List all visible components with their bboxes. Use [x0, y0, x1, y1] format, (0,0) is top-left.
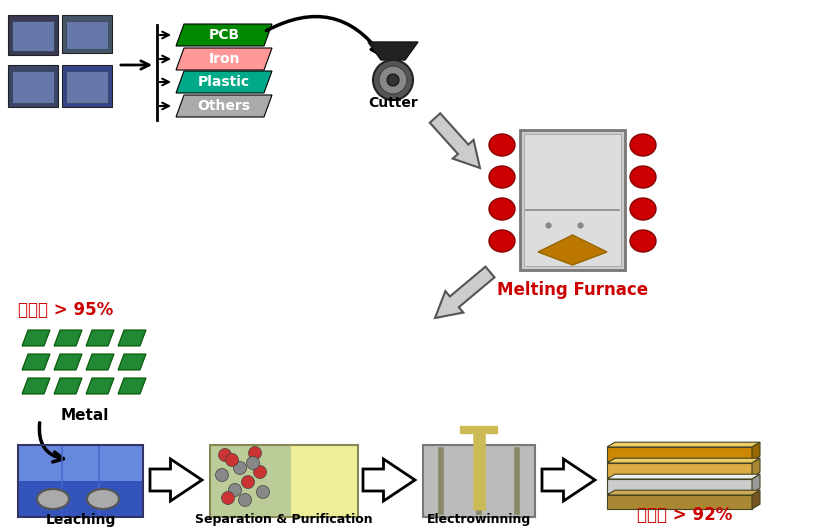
Text: Others: Others	[197, 99, 251, 113]
Circle shape	[222, 492, 235, 504]
Bar	[8, 65, 58, 107]
Circle shape	[226, 454, 238, 466]
Circle shape	[257, 485, 269, 499]
Polygon shape	[118, 330, 146, 346]
Polygon shape	[118, 378, 146, 394]
Ellipse shape	[630, 166, 656, 188]
Circle shape	[228, 483, 242, 496]
Text: 회수율 > 92%: 회수율 > 92%	[637, 506, 732, 524]
Polygon shape	[368, 42, 418, 60]
Bar	[18, 445, 143, 481]
Circle shape	[216, 469, 228, 482]
Text: Metal: Metal	[61, 407, 110, 423]
Text: 회수율 > 95%: 회수율 > 95%	[18, 301, 113, 319]
Ellipse shape	[489, 198, 515, 220]
Bar	[607, 463, 752, 477]
Polygon shape	[22, 330, 50, 346]
Bar	[292, 445, 358, 517]
Text: Cutter: Cutter	[368, 96, 418, 110]
Ellipse shape	[489, 134, 515, 156]
Polygon shape	[54, 330, 82, 346]
Polygon shape	[150, 459, 202, 501]
Polygon shape	[54, 354, 82, 370]
Polygon shape	[607, 474, 760, 479]
Polygon shape	[430, 113, 480, 168]
Polygon shape	[607, 442, 760, 447]
Bar	[12, 21, 54, 51]
Ellipse shape	[87, 489, 119, 509]
Polygon shape	[752, 458, 760, 477]
Text: Melting Furnace: Melting Furnace	[497, 281, 648, 299]
Circle shape	[233, 462, 247, 474]
Bar	[62, 65, 112, 107]
Polygon shape	[435, 267, 494, 318]
Ellipse shape	[37, 489, 69, 509]
Bar	[66, 71, 108, 103]
Bar	[423, 445, 535, 517]
Text: Leaching: Leaching	[45, 513, 115, 527]
Circle shape	[379, 66, 407, 94]
Bar	[62, 15, 112, 53]
Polygon shape	[538, 235, 607, 265]
Polygon shape	[86, 354, 114, 370]
Polygon shape	[542, 459, 595, 501]
Polygon shape	[118, 354, 146, 370]
Text: PCB: PCB	[208, 28, 240, 42]
Polygon shape	[607, 490, 760, 495]
Ellipse shape	[630, 198, 656, 220]
Polygon shape	[176, 95, 272, 117]
Circle shape	[373, 60, 413, 100]
Polygon shape	[22, 378, 50, 394]
Bar	[520, 130, 625, 270]
Bar	[607, 495, 752, 509]
Circle shape	[238, 493, 252, 506]
Bar	[607, 447, 752, 461]
Ellipse shape	[489, 230, 515, 252]
Text: Electrowinning: Electrowinning	[427, 513, 531, 526]
Bar	[607, 479, 752, 493]
Circle shape	[387, 74, 399, 86]
Bar	[18, 481, 143, 517]
Circle shape	[247, 456, 259, 470]
Bar	[210, 445, 292, 517]
Circle shape	[242, 475, 254, 489]
Polygon shape	[86, 330, 114, 346]
Ellipse shape	[630, 230, 656, 252]
Polygon shape	[54, 378, 82, 394]
Bar	[210, 445, 358, 517]
Polygon shape	[752, 490, 760, 509]
Bar	[18, 445, 143, 517]
Circle shape	[253, 465, 267, 479]
Text: Plastic: Plastic	[198, 75, 250, 89]
Polygon shape	[607, 458, 760, 463]
Ellipse shape	[489, 166, 515, 188]
Polygon shape	[176, 24, 272, 46]
Bar	[66, 21, 108, 49]
Polygon shape	[363, 459, 415, 501]
Polygon shape	[176, 71, 272, 93]
Text: Separation & Purification: Separation & Purification	[195, 513, 373, 526]
Polygon shape	[752, 474, 760, 493]
Bar	[8, 15, 58, 55]
Bar	[524, 134, 621, 266]
Polygon shape	[176, 48, 272, 70]
Circle shape	[218, 448, 232, 462]
Bar	[12, 71, 54, 103]
Circle shape	[248, 446, 262, 460]
Polygon shape	[752, 442, 760, 461]
Polygon shape	[86, 378, 114, 394]
Text: Iron: Iron	[208, 52, 240, 66]
Ellipse shape	[630, 134, 656, 156]
Polygon shape	[22, 354, 50, 370]
